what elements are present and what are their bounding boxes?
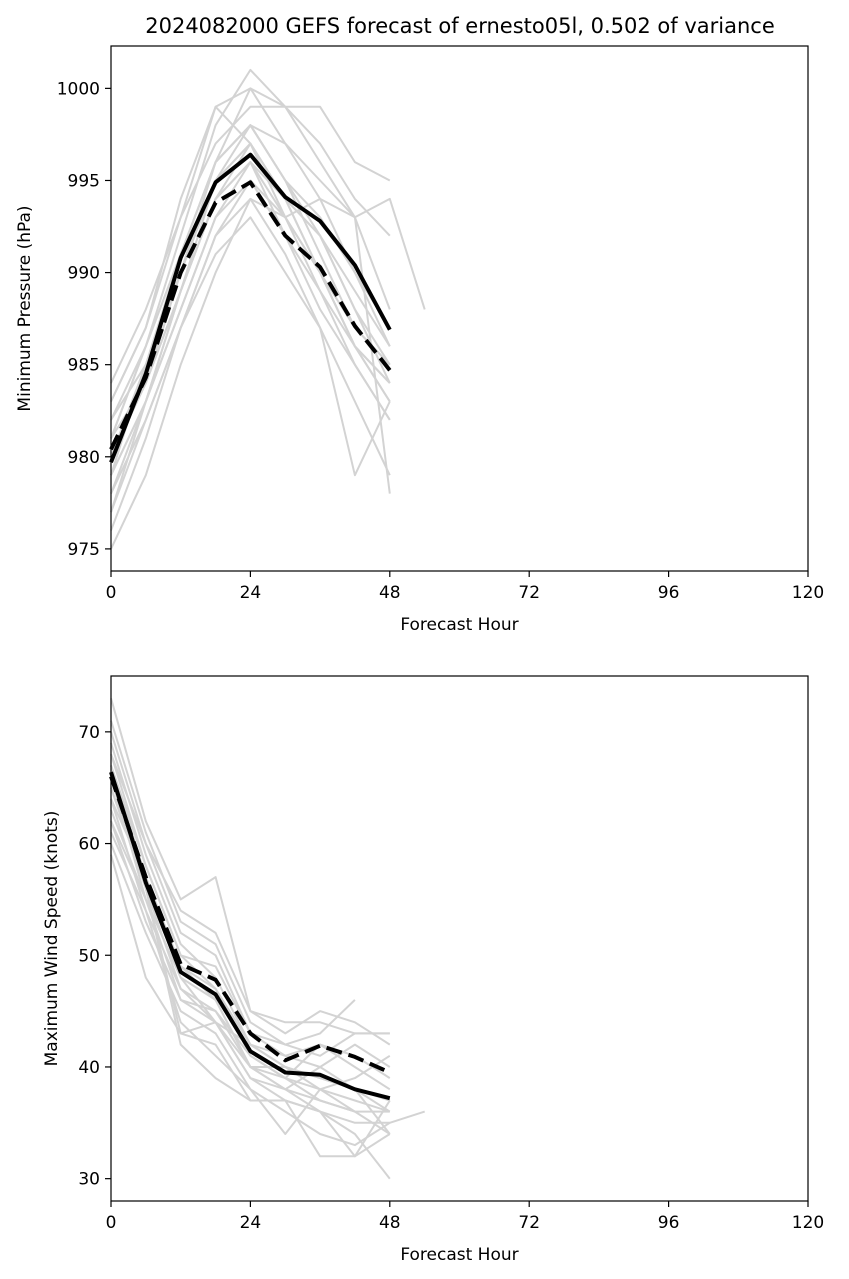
wind-panel: 0 24 48 72 96 120 30 40 50 60 70 Forecast Hour Maxim… — [42, 675, 824, 1265]
x-tick-label: 96 — [658, 583, 680, 603]
dashed-series-line — [109, 775, 391, 1075]
x-axis-label: Forecast Hour — [400, 615, 518, 635]
ensemble-member-line — [110, 161, 391, 476]
dashed-series-line — [109, 180, 392, 451]
ensemble-member-line — [110, 87, 391, 402]
y-tick-label: 70 — [78, 723, 100, 743]
ensemble-member-line — [110, 831, 391, 1135]
ensemble-member-line — [110, 753, 391, 1046]
ensemble-member-line — [110, 197, 391, 531]
y-tick-label: 1000 — [57, 79, 100, 99]
ensemble-member-line — [110, 124, 391, 421]
ensemble-member-line — [110, 820, 390, 1113]
x-axis-label: Forecast Hour — [400, 1245, 518, 1265]
x-tick-label: 120 — [792, 583, 824, 603]
y-tick-label: 30 — [78, 1170, 100, 1190]
x-tick-label: 24 — [240, 1213, 262, 1233]
x-tick-label: 24 — [240, 583, 262, 603]
plot-frame — [110, 675, 809, 1202]
y-axis-label: Maximum Wind Speed (knots) — [42, 811, 62, 1067]
y-tick-label: 995 — [68, 171, 100, 191]
solid-series-line — [109, 152, 392, 464]
ensemble-member-line — [110, 68, 391, 439]
y-axis-label: Minimum Pressure (hPa) — [15, 205, 35, 411]
y-tick-label: 40 — [78, 1058, 100, 1078]
x-tick-label: 96 — [658, 1213, 680, 1233]
ensemble-member-line — [110, 142, 391, 458]
ensemble-member-line — [110, 124, 391, 439]
ensemble-member-line — [110, 720, 390, 1057]
pressure-panel: 0 24 48 72 96 120 975 980 985 990 995 1000 Forecast … — [15, 45, 824, 635]
x-tick-label: 48 — [379, 1213, 401, 1233]
chart-title: 2024082000 GEFS forecast of ernesto05l, … — [145, 14, 775, 38]
y-tick-label: 990 — [68, 264, 100, 284]
y-tick-label: 50 — [78, 946, 100, 966]
x-tick-label: 120 — [792, 1213, 824, 1233]
ensemble-member-line — [110, 731, 356, 1046]
y-tick-label: 60 — [78, 835, 100, 855]
x-tick-label: 0 — [106, 1213, 117, 1233]
y-tick-label: 975 — [68, 540, 100, 560]
solid-series-line — [109, 771, 391, 1101]
y-tick-label: 985 — [68, 356, 100, 376]
y-tick-label: 980 — [68, 448, 100, 468]
plot-frame — [110, 45, 809, 572]
x-tick-label: 72 — [518, 1213, 540, 1233]
x-tick-label: 72 — [518, 583, 540, 603]
x-tick-label: 48 — [379, 583, 401, 603]
ensemble-member-line — [110, 105, 391, 384]
ensemble-member-line — [110, 776, 391, 1158]
ensemble-member-line — [110, 197, 391, 550]
ensemble-member-line — [110, 698, 390, 1035]
ensemble-member-line — [110, 787, 391, 1135]
x-tick-label: 0 — [106, 583, 117, 603]
